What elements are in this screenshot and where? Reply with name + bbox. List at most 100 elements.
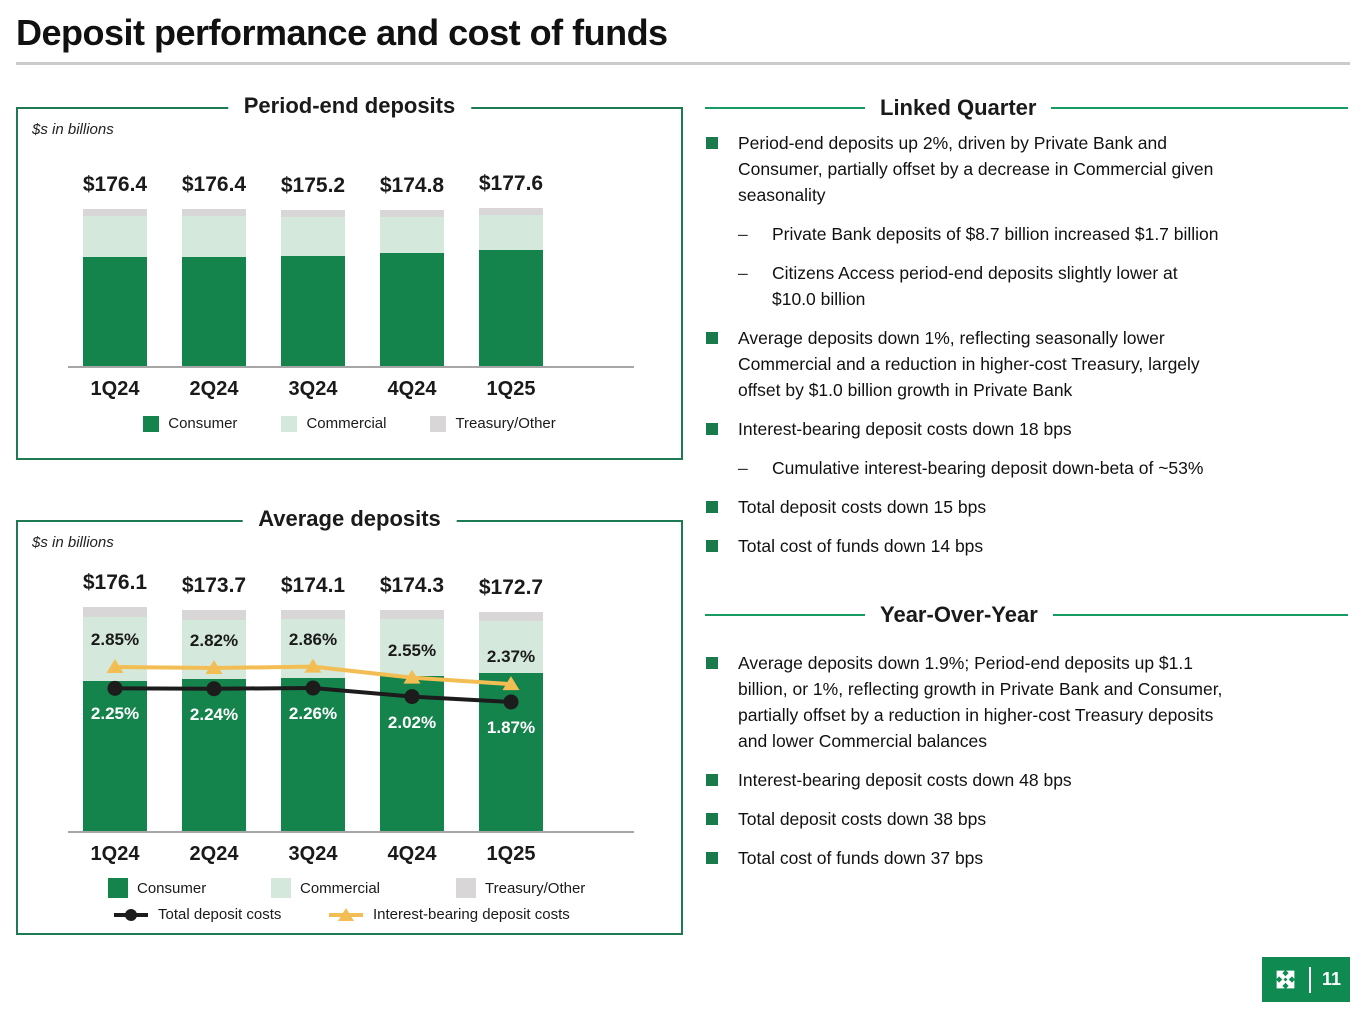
bar-segment-consumer [281, 256, 345, 366]
sub-bullet-dash-icon: – [738, 224, 748, 244]
total-deposit-cost-pct-label: 2.24% [189, 704, 239, 724]
sub-bullet-dash-icon: – [738, 458, 748, 478]
bar-segment-treasury-other [479, 611, 543, 621]
period-end-deposits-panel: Period-end deposits $s in billions $176.… [16, 93, 683, 460]
average-chart-title: Average deposits [242, 506, 457, 532]
linked-quarter-bullets: Period-end deposits up 2%, driven by Pri… [705, 130, 1350, 572]
bar-segment-consumer [83, 680, 147, 831]
interest-bearing-pct-label: 2.82% [189, 631, 239, 651]
legend-label: Consumer [168, 415, 238, 432]
header-line-left [705, 106, 865, 110]
stacked-bar [83, 209, 147, 366]
x-tick-label: 1Q25 [486, 378, 536, 400]
total-deposit-cost-pct-label: 2.02% [387, 712, 437, 732]
bullet-item: Total cost of funds down 14 bps [705, 533, 1350, 559]
bar-segment-treasury-other [380, 210, 444, 218]
bar-segment-commercial [83, 216, 147, 257]
bullet-square-icon [706, 501, 718, 513]
bar-total-label: $174.8 [379, 174, 445, 198]
interest-bearing-pct-label: 2.85% [90, 629, 140, 649]
bullet-square-icon [706, 332, 718, 344]
header-line-left [705, 613, 865, 617]
bar-total-label: $176.1 [82, 571, 148, 595]
badge-divider [1309, 966, 1311, 993]
bullet-text: Period-end deposits up 2%, driven by Pri… [738, 133, 1214, 205]
stacked-bar [182, 610, 246, 831]
bar-segment-treasury-other [83, 607, 147, 617]
bar-segment-treasury-other [83, 209, 147, 217]
legend-label: Treasury/Other [485, 879, 586, 897]
bullet-text: Total deposit costs down 38 bps [738, 809, 987, 829]
year-over-year-header: Year-Over-Year [705, 601, 1348, 629]
slide-title: Deposit performance and cost of funds [16, 12, 668, 53]
bullet-square-icon [706, 657, 718, 669]
page-number: 11 [1322, 969, 1342, 989]
x-axis-line [68, 366, 634, 368]
bullet-square-icon [706, 540, 718, 552]
x-tick-label: 2Q24 [189, 378, 239, 400]
sub-bullet-dash-icon: – [738, 263, 748, 283]
bar-segment-consumer [479, 250, 543, 366]
units-note: $s in billions [32, 121, 114, 138]
x-tick-label: 1Q24 [90, 378, 140, 400]
sub-bullet-item: – Private Bank deposits of $8.7 billion i… [705, 221, 1350, 247]
bullet-text: Citizens Access period-end deposits slig… [772, 263, 1178, 309]
bar-segment-treasury-other [380, 609, 444, 619]
legend-label: Total deposit costs [158, 906, 282, 923]
legend-item-total-deposit-costs: Total deposit costs [113, 906, 281, 923]
bar-segment-treasury-other [281, 609, 345, 620]
bullet-text: Interest-bearing deposit costs down 48 b… [738, 770, 1072, 790]
consumer-swatch [108, 878, 128, 898]
sub-bullet-item: – Cumulative interest-bearing deposit dow… [705, 455, 1350, 481]
bar-segment-treasury-other [281, 210, 345, 218]
legend-item-treasury-other: Treasury/Other [456, 878, 585, 898]
bar-segment-treasury-other [479, 207, 543, 216]
bar-segment-consumer [479, 673, 543, 831]
interest-bearing-marker-icon [329, 907, 363, 921]
treasury-other-swatch [456, 878, 476, 898]
total-deposit-cost-pct-label: 2.25% [90, 704, 140, 724]
treasury-other-swatch [430, 415, 447, 432]
bullet-item: Total cost of funds down 37 bps [705, 845, 1350, 871]
total-deposit-cost-pct-label: 1.87% [486, 717, 536, 737]
x-tick-label: 1Q24 [90, 843, 140, 865]
x-tick-label: 4Q24 [387, 378, 437, 400]
bar-segment-treasury-other [182, 209, 246, 217]
header-line-right [1052, 613, 1348, 617]
bar-total-label: $176.4 [82, 173, 148, 196]
commercial-swatch [281, 415, 298, 432]
legend-item-consumer: Consumer [143, 415, 237, 432]
stacked-bar [479, 207, 543, 366]
x-tick-label: 3Q24 [288, 843, 338, 865]
sub-bullet-item: – Citizens Access period-end deposits sli… [705, 260, 1350, 312]
bullet-text: Cumulative interest-bearing deposit down… [772, 458, 1204, 478]
bullet-square-icon [706, 813, 718, 825]
units-note: $s in billions [32, 534, 114, 551]
header-line-right [1051, 106, 1348, 110]
bullet-item: Period-end deposits up 2%, driven by Pri… [705, 130, 1350, 208]
bar-segment-commercial [380, 217, 444, 253]
consumer-swatch [143, 415, 160, 432]
bullet-text: Average deposits down 1%, reflecting sea… [738, 328, 1200, 400]
x-tick-label: 3Q24 [288, 378, 338, 400]
commercial-swatch [271, 878, 291, 898]
legend-item-commercial: Commercial [281, 415, 386, 432]
bullet-item: Interest-bearing deposit costs down 48 b… [705, 767, 1350, 793]
average-deposits-panel: Average deposits $s in billions $176.1 1Q… [16, 506, 683, 935]
bullet-square-icon [706, 852, 718, 864]
bullet-item: Total deposit costs down 15 bps [705, 494, 1350, 520]
legend-item-treasury-other: Treasury/Other [430, 415, 556, 432]
legend-label: Treasury/Other [455, 415, 556, 432]
bullet-text: Total cost of funds down 14 bps [738, 536, 984, 556]
title-underline [16, 62, 1350, 65]
stacked-bar [281, 210, 345, 366]
total-deposit-cost-pct-label: 2.26% [288, 704, 338, 724]
bar-segment-consumer [380, 676, 444, 831]
bullet-text: Private Bank deposits of $8.7 billion in… [772, 224, 1219, 244]
legend-label: Commercial [300, 879, 381, 897]
bar-total-label: $172.7 [478, 575, 544, 599]
bar-total-label: $174.3 [379, 573, 445, 597]
chart-legend: Consumer Commercial Treasury/Other [18, 415, 681, 432]
bullet-item: Interest-bearing deposit costs down 18 b… [705, 416, 1350, 442]
bar-segment-commercial [182, 216, 246, 257]
